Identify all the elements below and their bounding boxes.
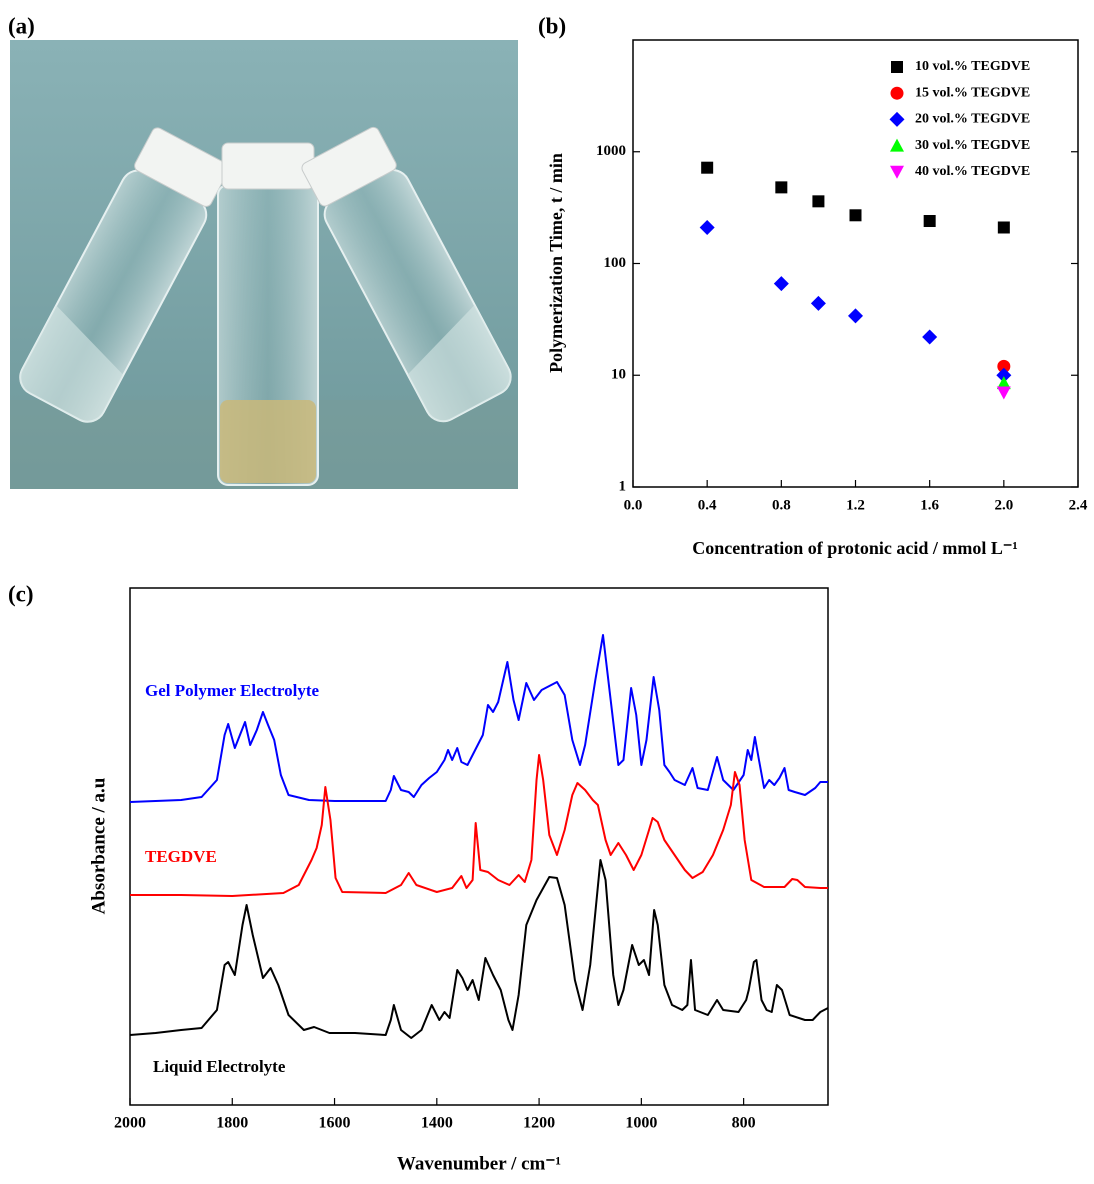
marker <box>998 221 1010 233</box>
legend-label: 20 vol.% TEGDVE <box>915 112 1030 127</box>
marker <box>924 215 936 227</box>
x-tick-label: 1.6 <box>920 497 939 513</box>
series-label: Liquid Electrolyte <box>153 1057 286 1076</box>
legend-marker <box>890 166 904 179</box>
x-tick-label: 1800 <box>216 1115 248 1132</box>
legend-label: 15 vol.% TEGDVE <box>915 85 1030 100</box>
marker <box>997 387 1011 400</box>
y-axis-title: Absorbance / a.u <box>88 777 109 914</box>
marker <box>700 220 715 235</box>
legend-marker <box>890 139 904 152</box>
marker <box>848 308 863 323</box>
y-axis-title: Polymerization Time, t / min <box>546 153 566 373</box>
x-axis-title: Wavenumber / cm⁻¹ <box>397 1153 561 1174</box>
series-label: Gel Polymer Electrolyte <box>145 681 319 700</box>
x-tick-label: 0.8 <box>772 497 791 513</box>
marker <box>922 329 937 344</box>
legend-label: 10 vol.% TEGDVE <box>915 59 1030 74</box>
legend-marker <box>891 61 903 73</box>
spectrum-line <box>130 755 828 896</box>
photo <box>10 40 518 489</box>
figure: (a) (b) 0.0 0.4 0.8 1.2 1.6 2.0 2.4 1 10 100 1000 Co… <box>0 0 1094 1184</box>
series-label: TEGDVE <box>145 847 217 866</box>
marker <box>774 276 789 291</box>
x-tick-label: 2000 <box>114 1115 146 1132</box>
marker <box>701 162 713 174</box>
x-tick-label: 1.2 <box>846 497 865 513</box>
plot-frame <box>633 40 1078 487</box>
x-tick-label: 1600 <box>319 1115 351 1132</box>
marker <box>812 195 824 207</box>
legend-label: 40 vol.% TEGDVE <box>915 164 1030 179</box>
y-tick-label: 1 <box>619 478 627 494</box>
y-tick-label: 100 <box>604 255 627 271</box>
legend-marker <box>890 112 905 127</box>
x-tick-label: 0.0 <box>624 497 643 513</box>
x-tick-label: 800 <box>732 1115 756 1132</box>
x-tick-label: 2.4 <box>1069 497 1088 513</box>
spectrum-line <box>130 635 828 802</box>
x-tick-label: 0.4 <box>698 497 717 513</box>
legend-label: 30 vol.% TEGDVE <box>915 138 1030 153</box>
marker <box>850 209 862 221</box>
panel-label: (b) <box>538 13 566 38</box>
panel-label: (c) <box>8 581 34 606</box>
legend-marker <box>891 87 904 100</box>
y-tick-label: 1000 <box>596 143 626 159</box>
x-tick-label: 1400 <box>421 1115 453 1132</box>
plot-frame <box>130 588 828 1105</box>
spectrum-line <box>130 860 828 1038</box>
y-tick-label: 10 <box>611 367 626 383</box>
panel-label: (a) <box>8 13 35 38</box>
marker <box>811 296 826 311</box>
x-axis-title: Concentration of protonic acid / mmol L⁻… <box>692 538 1018 558</box>
x-tick-label: 1200 <box>523 1115 555 1132</box>
x-tick-label: 2.0 <box>994 497 1013 513</box>
x-tick-label: 1000 <box>625 1115 657 1132</box>
marker <box>775 181 787 193</box>
